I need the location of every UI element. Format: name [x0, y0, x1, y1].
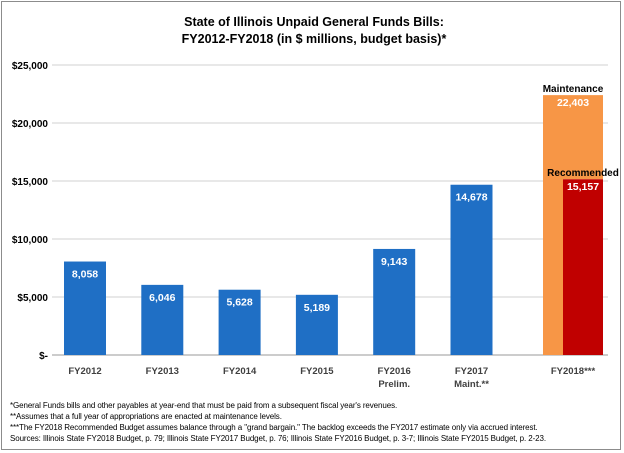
x-tick-sublabel: Prelim.	[378, 379, 410, 390]
x-tick-label: FY2014	[223, 366, 257, 377]
footnote: ***The FY2018 Recommended Budget assumes…	[10, 423, 538, 432]
y-tick-label: $15,000	[12, 177, 49, 188]
footnote: **Assumes that a full year of appropriat…	[10, 412, 282, 421]
data-label: 15,157	[567, 181, 599, 193]
footnote: *General Funds bills and other payables …	[10, 401, 398, 410]
series-label-maintenance: Maintenance	[543, 84, 604, 95]
data-label: 8,058	[72, 269, 98, 281]
bar-maintenance	[543, 95, 563, 356]
data-label: 5,628	[226, 297, 252, 309]
y-tick-label: $5,000	[17, 293, 48, 304]
y-tick-label: $25,000	[12, 61, 49, 72]
x-tick-label: FY2018***	[551, 366, 596, 377]
x-tick-label: FY2017	[455, 366, 488, 377]
chart-subtitle: FY2012-FY2018 (in $ millions, budget bas…	[182, 32, 447, 46]
chart-title: State of Illinois Unpaid General Funds B…	[184, 15, 444, 29]
bar	[373, 248, 416, 355]
x-tick-label: FY2015	[300, 366, 334, 377]
data-label: 14,678	[455, 192, 487, 204]
bar	[450, 184, 493, 355]
bar-recommended	[563, 179, 603, 355]
y-tick-label: $-	[39, 351, 48, 362]
footnotes: *General Funds bills and other payables …	[10, 400, 546, 444]
data-label: 6,046	[149, 292, 175, 304]
data-label: 9,143	[381, 256, 407, 268]
bar	[295, 294, 338, 355]
x-tick-label: FY2013	[146, 366, 179, 377]
x-tick-label: FY2016	[378, 366, 411, 377]
y-tick-label: $20,000	[12, 119, 49, 130]
data-label: 5,189	[304, 302, 330, 314]
bar-maintenance-upper	[563, 95, 603, 180]
bar	[218, 289, 261, 355]
bar	[141, 284, 184, 355]
series-label-recommended: Recommended	[547, 168, 619, 179]
footnote: Sources: Illinois State FY2018 Budget, p…	[10, 434, 546, 443]
data-label: 22,403	[557, 97, 589, 109]
x-tick-label: FY2012	[68, 366, 101, 377]
bar	[64, 261, 106, 355]
y-tick-label: $10,000	[12, 235, 49, 246]
x-tick-sublabel: Maint.**	[454, 379, 489, 390]
